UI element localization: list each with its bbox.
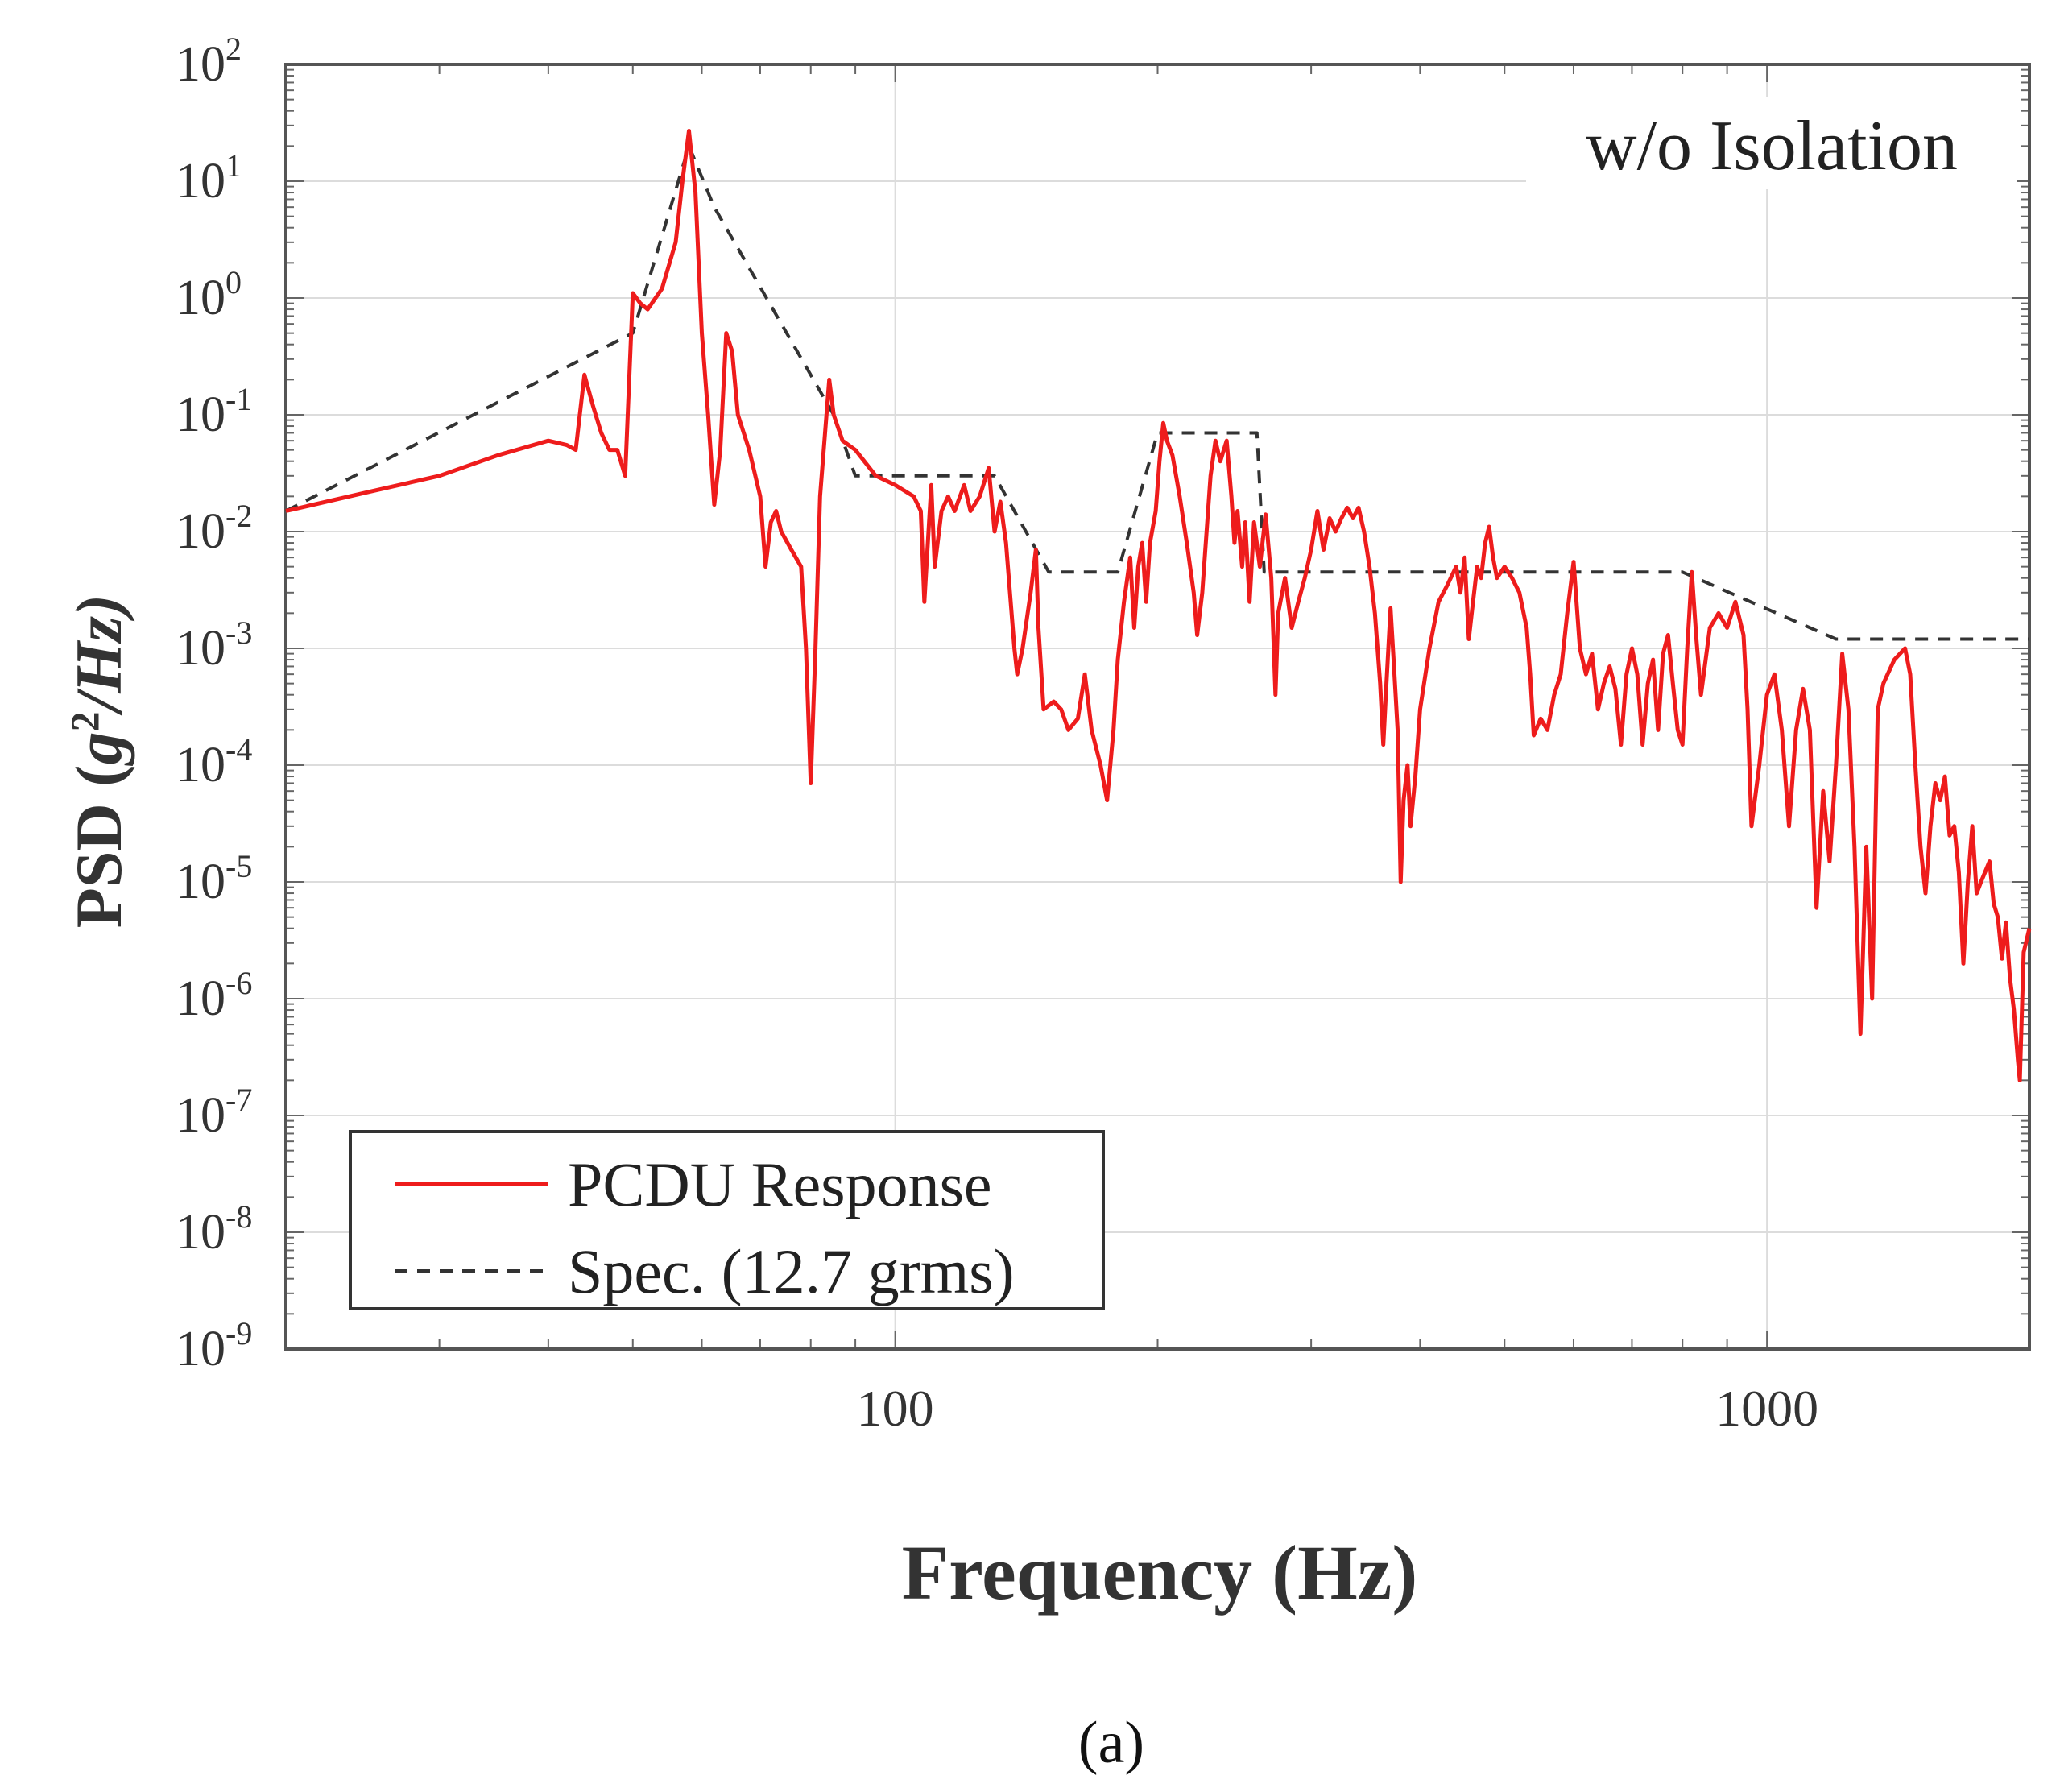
y-tick-label-exp: -6 [225,965,252,1001]
series-line-pcdu-response [285,129,2032,1082]
y-tick-label-base: 10 [176,1205,225,1260]
y-tick-label-exp: -8 [225,1198,252,1235]
y-tick-label: 10-8 [176,1198,252,1260]
y-tick-label: 10-5 [176,848,252,909]
y-tick-label-base: 10 [176,971,225,1026]
y-tick-label-exp: 2 [225,31,242,67]
y-tick-label-base: 10 [176,37,225,92]
y-tick-label: 100 [176,264,242,325]
y-axis-title-suffix: /Hz) [62,594,135,716]
annotation-label: w/o Isolation [1586,107,1958,185]
y-tick-label-base: 10 [176,1088,225,1143]
y-tick-label-base: 10 [176,387,225,442]
figure-caption: (a) [1078,1710,1144,1776]
y-tick-label: 10-3 [176,615,252,676]
y-tick-label: 10-9 [176,1315,252,1376]
x-axis-title: Frequency (Hz) [902,1529,1418,1616]
y-tick-label: 102 [176,31,242,92]
y-tick-label-base: 10 [176,738,225,793]
y-tick-label: 101 [176,147,242,209]
y-tick-label-exp: -1 [225,381,252,417]
y-tick-label: 10-1 [176,381,252,442]
x-tick-label: 1000 [1715,1380,1818,1437]
y-tick-label: 10-7 [176,1082,252,1143]
y-tick-label-exp: -5 [225,848,252,884]
series-layer [285,129,2032,1082]
y-tick-label: 10-6 [176,965,252,1026]
series-line-spec [285,144,2029,641]
y-tick-label-exp: -7 [225,1082,252,1118]
y-axis-title: PSD (g2/Hz) [62,594,135,929]
y-tick-label-exp: -3 [225,615,252,651]
y-tick-label: 10-4 [176,731,252,793]
y-tick-label-base: 10 [176,154,225,209]
y-tick-label-base: 10 [176,621,225,676]
y-tick-labels: 10210110010-110-210-310-410-510-610-710-… [176,31,252,1376]
y-axis-title-var: g [62,732,135,767]
y-tick-label-base: 10 [176,1322,225,1376]
y-tick-label-base: 10 [176,855,225,909]
y-tick-label-exp: -2 [225,498,252,534]
y-tick-label-exp: 1 [225,147,242,184]
plot-frame [284,63,2031,1351]
y-tick-label-exp: 0 [225,264,242,300]
legend-box [349,1130,1105,1310]
x-tick-label: 100 [857,1380,934,1437]
y-axis-title-exp: 2 [62,712,107,732]
annotation-background [1526,97,2017,189]
y-axis-title-prefix: PSD ( [62,765,135,929]
y-tick-label-base: 10 [176,271,225,325]
legend-label-pcdu: PCDU Response [568,1149,992,1219]
y-tick-label-exp: -9 [225,1315,252,1351]
legend: PCDU Response Spec. (12.7 grms) [349,1130,1105,1310]
x-tick-labels: 100 1000 [857,1380,1819,1437]
y-tick-label: 10-2 [176,498,252,559]
y-tick-label-exp: -4 [225,731,252,768]
legend-label-spec: Spec. (12.7 grms) [568,1236,1015,1306]
y-tick-label-base: 10 [176,504,225,559]
